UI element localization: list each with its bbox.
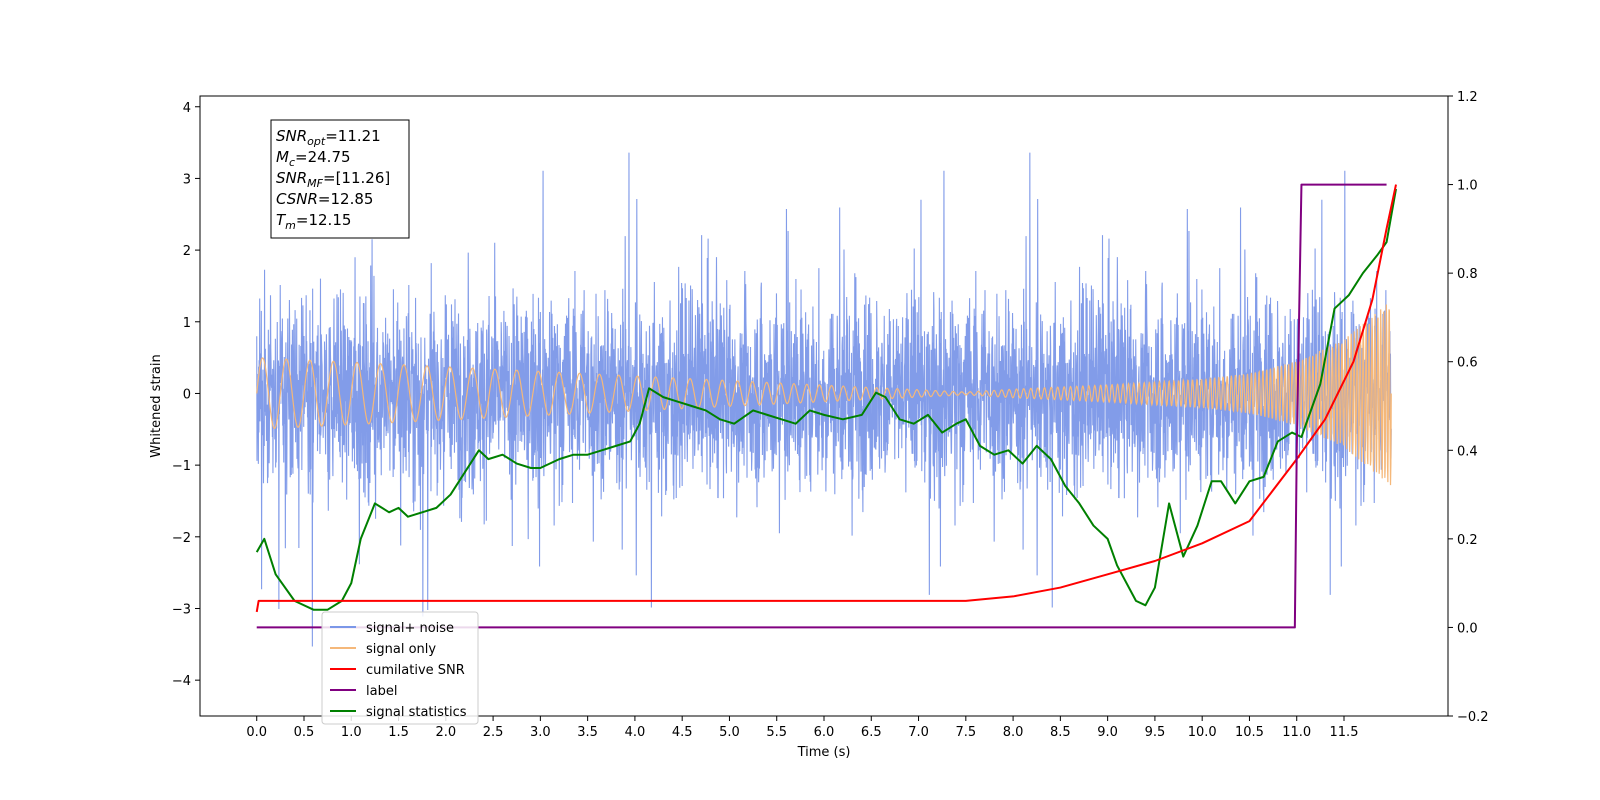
stat-name: SNR [276,169,307,187]
stat-name: M [276,148,289,166]
y2-tick-label: 0.8 [1457,267,1478,282]
x-tick-label: 4.5 [672,725,693,740]
stat-line: SNRMF=[11.26] [276,169,390,190]
stat-line: Tm=12.15 [276,211,351,232]
x-tick-label: 11.5 [1330,725,1359,740]
x-tick-label: 4.0 [625,725,646,740]
x-tick-label: 0.0 [246,725,267,740]
y2-tick-label: 1.0 [1457,179,1478,194]
stats-annotation-box: SNRopt=11.21Mc=24.75SNRMF=[11.26]CSNR=12… [270,119,410,239]
y-tick-label: 1 [183,316,191,331]
y2-tick-label: 0.2 [1457,533,1478,548]
y-tick-label: −4 [172,674,191,689]
legend-entry-label: signal+ noise [366,621,454,636]
series-line-cumulative-snr [255,184,1397,613]
stat-subscript: opt [307,135,326,148]
stat-subscript: MF [307,177,323,190]
stat-subscript: c [289,156,295,169]
y2-tick-label: −0.2 [1457,710,1489,725]
legend-entry-label: cumilative SNR [366,663,465,678]
y2-tick-label: 0.6 [1457,356,1478,371]
y-tick-label: 2 [183,244,191,259]
stat-value: =11.21 [325,127,381,145]
x-tick-label: 8.0 [1003,725,1024,740]
y-axis-right: 1.2 1.0 0.8 0.6 0.4 0.2 0.0 −0.2 [1448,90,1489,725]
x-tick-label: 6.5 [861,725,882,740]
x-tick-label: 1.0 [341,725,362,740]
x-tick-label: 11.0 [1282,725,1311,740]
legend-entry-label: signal only [366,642,436,657]
y2-tick-label: 1.2 [1457,90,1478,105]
x-tick-label: 1.5 [388,725,409,740]
series-line-signal-only [256,304,1392,486]
y-tick-label: −3 [172,602,191,617]
x-tick-label: 5.0 [719,725,740,740]
x-tick-label: 2.0 [435,725,456,740]
stat-value: =12.85 [318,190,374,208]
x-axis-label: Time (s) [797,745,851,760]
legend-frame [321,611,479,725]
series-line-signal-noise [256,152,1392,647]
x-tick-label: 9.5 [1145,725,1166,740]
y-tick-label: −2 [172,531,191,546]
x-tick-label: 5.5 [766,725,787,740]
x-tick-label: 9.0 [1097,725,1118,740]
x-tick-label: 7.5 [955,725,976,740]
stat-value: =12.15 [296,211,352,229]
stat-name: T [276,211,287,229]
stats-box-frame [270,119,410,239]
y-axis-left: 4 3 2 1 0 −1 −2 −3 −4 [172,101,200,689]
y2-tick-label: 0.4 [1457,444,1478,459]
x-tick-label: 7.0 [908,725,929,740]
series-line-signal-statistics [255,188,1397,611]
x-axis: 0.0 0.5 1.0 1.5 2.0 2.5 3.0 3.5 4.0 4.5 5.0 5.5 6.0 6… [246,716,1358,740]
stat-name: CSNR [276,190,318,208]
x-tick-label: 3.0 [530,725,551,740]
stat-line: CSNR=12.85 [276,190,373,208]
stat-value: =[11.26] [323,169,390,187]
y-tick-label: 4 [183,101,191,116]
stat-line: SNRopt=11.21 [276,127,381,148]
legend-entry-label: label [366,684,397,699]
series-line-label [256,183,1387,629]
y-tick-label: 0 [183,387,191,402]
x-tick-label: 2.5 [483,725,504,740]
y2-tick-label: 0.0 [1457,621,1478,636]
x-tick-label: 3.5 [577,725,598,740]
y-tick-label: −1 [172,459,191,474]
x-tick-label: 10.5 [1235,725,1264,740]
x-tick-label: 0.5 [294,725,315,740]
x-tick-label: 6.0 [814,725,835,740]
stat-value: =24.75 [295,148,351,166]
y-tick-label: 3 [183,172,191,187]
stat-name: SNR [276,127,307,145]
y-axis-label: Whitened strain [149,354,164,457]
plot-series-group [255,152,1397,647]
x-tick-label: 8.5 [1050,725,1071,740]
legend-entry-label: signal statistics [366,705,467,720]
stat-subscript: m [285,219,296,232]
stat-line: Mc=24.75 [276,148,351,169]
x-tick-label: 10.0 [1188,725,1217,740]
legend: signal+ noise signal only cumilative SNR la… [321,611,479,725]
